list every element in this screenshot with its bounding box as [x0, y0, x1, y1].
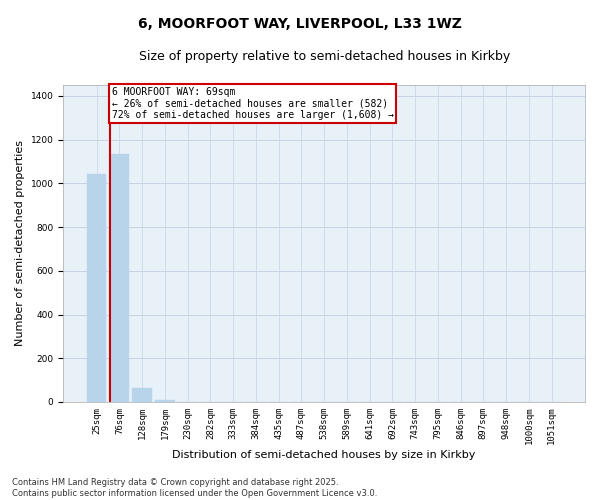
Title: Size of property relative to semi-detached houses in Kirkby: Size of property relative to semi-detach…: [139, 50, 510, 63]
Y-axis label: Number of semi-detached properties: Number of semi-detached properties: [15, 140, 25, 346]
Bar: [133, 388, 152, 402]
Text: Contains HM Land Registry data © Crown copyright and database right 2025.
Contai: Contains HM Land Registry data © Crown c…: [12, 478, 377, 498]
Text: 6 MOORFOOT WAY: 69sqm
← 26% of semi-detached houses are smaller (582)
72% of sem: 6 MOORFOOT WAY: 69sqm ← 26% of semi-deta…: [112, 87, 394, 120]
Bar: [110, 154, 129, 402]
X-axis label: Distribution of semi-detached houses by size in Kirkby: Distribution of semi-detached houses by …: [172, 450, 476, 460]
Bar: [155, 400, 175, 402]
Bar: [87, 174, 106, 402]
Text: 6, MOORFOOT WAY, LIVERPOOL, L33 1WZ: 6, MOORFOOT WAY, LIVERPOOL, L33 1WZ: [138, 18, 462, 32]
